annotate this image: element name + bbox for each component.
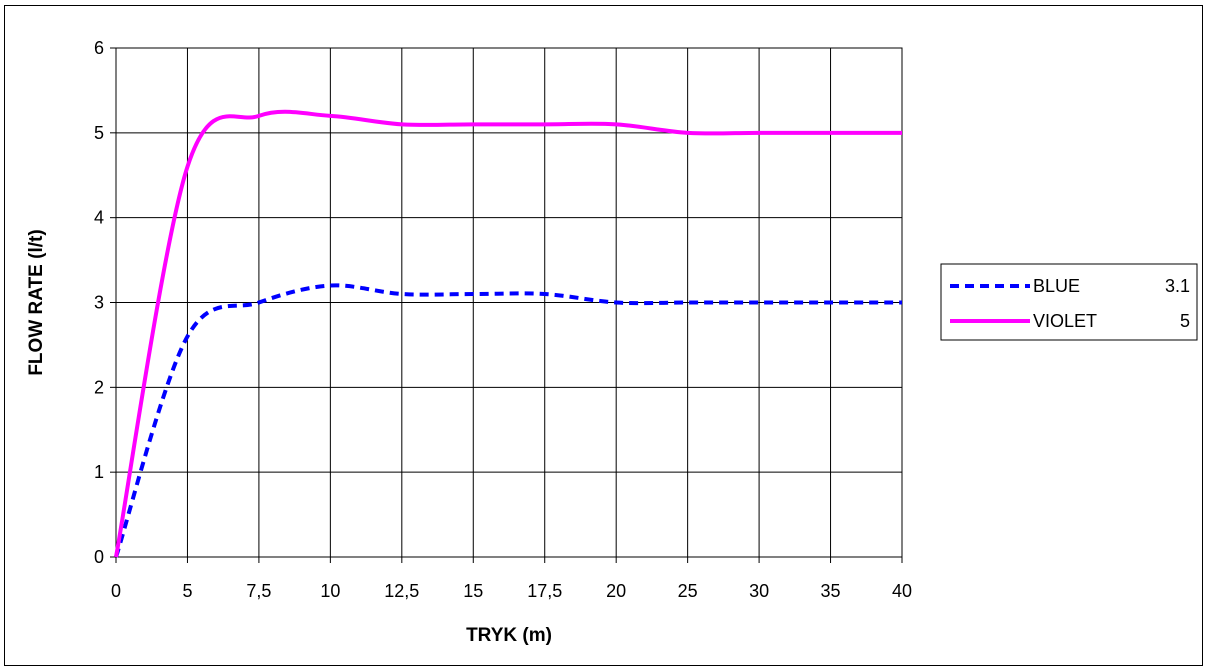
y-tick-label: 3: [94, 293, 104, 313]
y-axis-title: FLOW RATE (l/t): [26, 229, 47, 375]
x-tick-label: 10: [320, 581, 340, 601]
x-axis-title: TRYK (m): [466, 625, 552, 646]
legend-value: 5: [1180, 311, 1190, 331]
series-line-violet: [114, 109, 902, 558]
legend-label: VIOLET: [1033, 311, 1097, 331]
y-axis-ticks: 0 1 2 3 4 5 6: [94, 38, 116, 567]
x-tick-label: 7,5: [246, 581, 271, 601]
x-tick-label: 5: [182, 581, 192, 601]
x-tick-label: 12,5: [384, 581, 419, 601]
y-tick-label: 0: [94, 547, 104, 567]
x-tick-label: 40: [892, 581, 912, 601]
x-tick-label: 0: [111, 581, 121, 601]
y-tick-label: 1: [94, 462, 104, 482]
x-tick-label: 25: [678, 581, 698, 601]
y-tick-label: 4: [94, 208, 104, 228]
y-tick-label: 6: [94, 38, 104, 58]
legend-value: 3.1: [1165, 276, 1190, 296]
legend-box: [940, 263, 1198, 341]
y-tick-label: 2: [94, 377, 104, 397]
legend: BLUE 3.1 VIOLET 5: [940, 263, 1198, 341]
y-tick-label: 5: [94, 123, 104, 143]
series-group: [114, 109, 903, 558]
x-tick-label: 20: [606, 581, 626, 601]
x-tick-label: 17,5: [527, 581, 562, 601]
legend-label: BLUE: [1033, 276, 1080, 296]
x-axis-ticks: 0 5 7,5 10 12,5 15 17,5 20 25 30 35 40: [111, 557, 912, 601]
x-tick-label: 15: [463, 581, 483, 601]
series-line-blue: [114, 283, 903, 558]
x-tick-label: 35: [821, 581, 841, 601]
x-tick-label: 30: [749, 581, 769, 601]
